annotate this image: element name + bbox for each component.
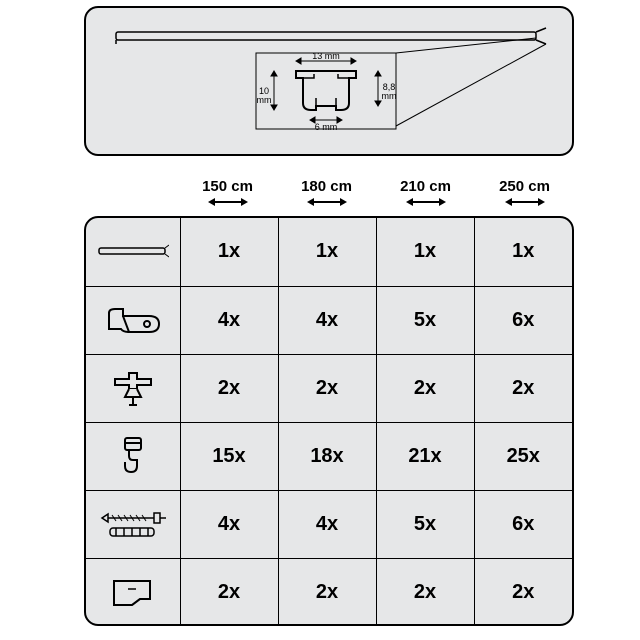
col-header-label: 180 cm (301, 178, 352, 195)
tclip-icon (111, 369, 155, 407)
qty-cell: 5x (376, 286, 474, 354)
qty-cell: 2x (474, 354, 572, 422)
qty-cell: 1x (474, 218, 572, 286)
part-icon-cell (86, 490, 180, 558)
table-row: 15x 18x 21x 25x (86, 422, 572, 490)
part-icon-cell (86, 558, 180, 626)
screwset-icon (100, 510, 166, 538)
qty-cell: 2x (376, 354, 474, 422)
qty-cell: 2x (180, 558, 278, 626)
dim-height-right: 8,8mm (382, 82, 397, 101)
qty-cell: 4x (278, 286, 376, 354)
qty-cell: 1x (180, 218, 278, 286)
col-header: 210 cm (376, 178, 475, 207)
qty-cell: 6x (474, 490, 572, 558)
qty-cell: 5x (376, 490, 474, 558)
glider-icon (118, 436, 148, 476)
qty-cell: 1x (376, 218, 474, 286)
qty-cell: 2x (278, 354, 376, 422)
part-icon-cell (86, 286, 180, 354)
col-header: 250 cm (475, 178, 574, 207)
table-row: 4x 4x 5x 6x (86, 490, 572, 558)
qty-cell: 2x (180, 354, 278, 422)
qty-cell: 25x (474, 422, 572, 490)
qty-cell: 4x (180, 490, 278, 558)
double-arrow-icon (307, 197, 347, 207)
qty-cell: 2x (376, 558, 474, 626)
page: 13 mm 6 mm 10mm 8,8mm 150 cm (84, 6, 576, 156)
table-row: 1x 1x 1x 1x (86, 218, 572, 286)
parts-table-panel: 1x 1x 1x 1x 4x 4x 5x (84, 216, 574, 626)
qty-cell: 2x (278, 558, 376, 626)
qty-cell: 21x (376, 422, 474, 490)
qty-cell: 2x (474, 558, 572, 626)
qty-cell: 18x (278, 422, 376, 490)
endcap-icon (110, 575, 156, 609)
qty-cell: 6x (474, 286, 572, 354)
profile-diagram: 13 mm 6 mm 10mm 8,8mm (86, 8, 576, 158)
bracket-icon (103, 303, 163, 337)
part-icon-cell (86, 218, 180, 286)
double-arrow-icon (505, 197, 545, 207)
qty-cell: 4x (278, 490, 376, 558)
dim-inner-width: 6 mm (315, 122, 338, 132)
qty-cell: 15x (180, 422, 278, 490)
col-header-label: 210 cm (400, 178, 451, 195)
part-icon-cell (86, 422, 180, 490)
double-arrow-icon (406, 197, 446, 207)
qty-cell: 1x (278, 218, 376, 286)
part-icon-cell (86, 354, 180, 422)
col-header: 180 cm (277, 178, 376, 207)
qty-cell: 4x (180, 286, 278, 354)
table-row: 4x 4x 5x 6x (86, 286, 572, 354)
col-header: 150 cm (178, 178, 277, 207)
double-arrow-icon (208, 197, 248, 207)
profile-diagram-panel: 13 mm 6 mm 10mm 8,8mm (84, 6, 574, 156)
table-row: 2x 2x 2x 2x (86, 354, 572, 422)
parts-table: 1x 1x 1x 1x 4x 4x 5x (86, 218, 572, 626)
column-headers: 150 cm 180 cm 210 cm 250 cm (178, 178, 574, 207)
rail-icon (97, 242, 169, 262)
col-header-label: 150 cm (202, 178, 253, 195)
dim-width: 13 mm (312, 51, 340, 61)
col-header-label: 250 cm (499, 178, 550, 195)
table-row: 2x 2x 2x 2x (86, 558, 572, 626)
